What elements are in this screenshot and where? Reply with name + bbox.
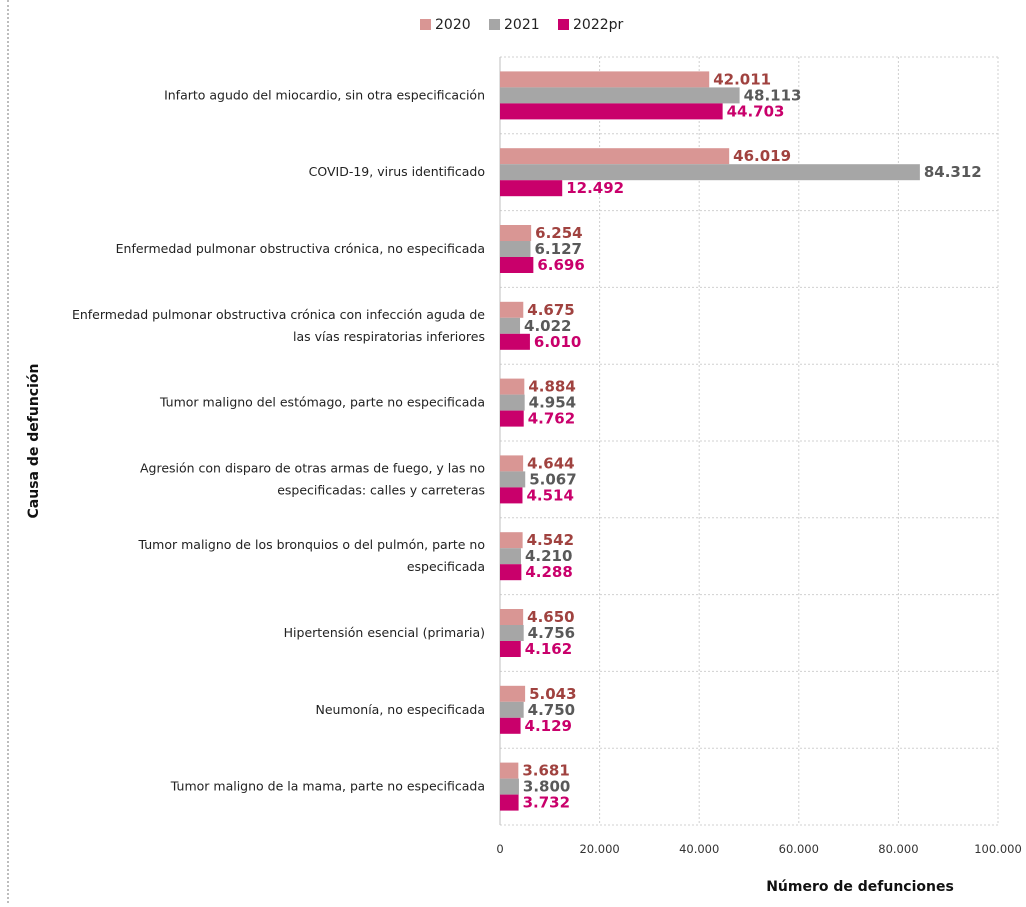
- value-label-2021: 5.067: [529, 470, 576, 488]
- x-tick-label: 40.000: [679, 842, 719, 856]
- legend-label-2022pr: 2022pr: [573, 17, 624, 33]
- value-label-2022pr: 44.703: [727, 102, 785, 120]
- value-label-2022pr: 6.010: [534, 333, 581, 351]
- category-label: Neumonía, no especificada: [315, 702, 485, 717]
- value-label-2022pr: 4.129: [525, 717, 572, 735]
- category-label: Tumor maligno de la mama, parte no espec…: [170, 779, 485, 794]
- category-label: Infarto agudo del miocardio, sin otra es…: [164, 87, 485, 102]
- category-label: Agresión con disparo de otras armas de f…: [140, 460, 485, 497]
- legend: 2020 2021 2022pr: [420, 17, 624, 33]
- bar-2020: [500, 148, 730, 165]
- value-label-2021: 48.113: [744, 86, 802, 104]
- bar-2022pr: [500, 641, 521, 657]
- bar-2022pr: [500, 564, 522, 581]
- x-tick-label: 80.000: [878, 842, 918, 856]
- bar-2021: [500, 394, 525, 411]
- legend-swatch-2022pr: [558, 19, 569, 30]
- x-tick-label: 0: [496, 842, 503, 856]
- bar-2020: [500, 301, 524, 318]
- bar-2021: [500, 701, 524, 718]
- bar-2021: [500, 625, 524, 641]
- x-axis-title: Número de defunciones: [766, 879, 954, 895]
- bar-2020: [500, 225, 532, 241]
- category-labels: Infarto agudo del miocardio, sin otra es…: [72, 87, 485, 793]
- category-label: Tumor maligno del estómago, parte no esp…: [159, 395, 485, 410]
- category-label: Tumor maligno de los bronquios o del pul…: [138, 537, 485, 574]
- value-label-2022pr: 4.514: [526, 486, 573, 504]
- x-tick-label: 60.000: [779, 842, 819, 856]
- category-label: Enfermedad pulmonar obstructiva crónica …: [72, 307, 485, 344]
- bar-2020: [500, 762, 519, 779]
- value-label-2022pr: 4.762: [528, 410, 575, 428]
- value-label-2020: 4.675: [527, 301, 574, 319]
- bar-2021: [500, 241, 531, 257]
- bar-2022pr: [500, 794, 519, 811]
- bar-2022pr: [500, 103, 723, 120]
- bar-2021: [500, 164, 920, 181]
- y-axis-title: Causa de defunción: [26, 364, 42, 519]
- value-label-2021: 4.954: [529, 394, 576, 412]
- value-label-2020: 4.650: [527, 608, 574, 626]
- x-tick-label: 20.000: [579, 842, 619, 856]
- value-label-2021: 4.022: [524, 317, 571, 335]
- value-label-2021: 4.756: [528, 624, 575, 642]
- x-tick-label: 100.000: [974, 842, 1022, 856]
- category-label: Enfermedad pulmonar obstructiva crónica,…: [116, 241, 485, 256]
- value-label-2022pr: 3.732: [523, 794, 570, 812]
- value-label-2022pr: 12.492: [566, 179, 624, 197]
- bars: [500, 71, 920, 811]
- bar-2020: [500, 71, 710, 88]
- legend-swatch-2021: [489, 19, 500, 30]
- value-label-2022pr: 6.696: [537, 256, 584, 274]
- frame-border-left: [7, 0, 9, 903]
- value-label-2021: 6.127: [535, 240, 582, 258]
- value-label-2022pr: 4.288: [525, 563, 572, 581]
- value-label-2020: 5.043: [529, 685, 576, 703]
- value-label-2021: 4.750: [528, 701, 575, 719]
- legend-label-2021: 2021: [504, 17, 540, 33]
- value-label-2020: 3.681: [522, 762, 569, 780]
- bar-2022pr: [500, 717, 521, 734]
- bar-2020: [500, 609, 524, 625]
- value-label-2021: 3.800: [523, 778, 570, 796]
- value-label-2020: 4.644: [527, 454, 574, 472]
- bar-2021: [500, 778, 519, 795]
- legend-label-2020: 2020: [435, 17, 471, 33]
- value-label-2020: 6.254: [535, 224, 582, 242]
- bar-2021: [500, 87, 740, 104]
- bar-2022pr: [500, 410, 524, 427]
- category-label: COVID-19, virus identificado: [309, 164, 485, 179]
- value-label-2021: 4.210: [525, 547, 572, 565]
- bar-2020: [500, 378, 525, 395]
- bar-2021: [500, 471, 526, 488]
- value-label-2020: 4.884: [528, 378, 575, 396]
- bar-2020: [500, 455, 524, 472]
- value-label-2020: 4.542: [527, 531, 574, 549]
- value-label-2020: 42.011: [713, 70, 771, 88]
- bar-2022pr: [500, 180, 563, 197]
- bar-2020: [500, 532, 523, 549]
- bar-2022pr: [500, 257, 534, 273]
- value-label-2022pr: 4.162: [525, 640, 572, 658]
- bar-2021: [500, 548, 521, 565]
- bar-2020: [500, 685, 526, 702]
- bar-2021: [500, 317, 521, 334]
- value-label-2021: 84.312: [924, 163, 982, 181]
- x-tick-labels: 0 20.000 40.000 60.000 80.000 100.000: [496, 842, 1021, 856]
- bar-2022pr: [500, 333, 530, 350]
- bar-2022pr: [500, 487, 523, 504]
- category-label: Hipertensión esencial (primaria): [284, 625, 485, 640]
- value-label-2020: 46.019: [733, 147, 791, 165]
- legend-swatch-2020: [420, 19, 431, 30]
